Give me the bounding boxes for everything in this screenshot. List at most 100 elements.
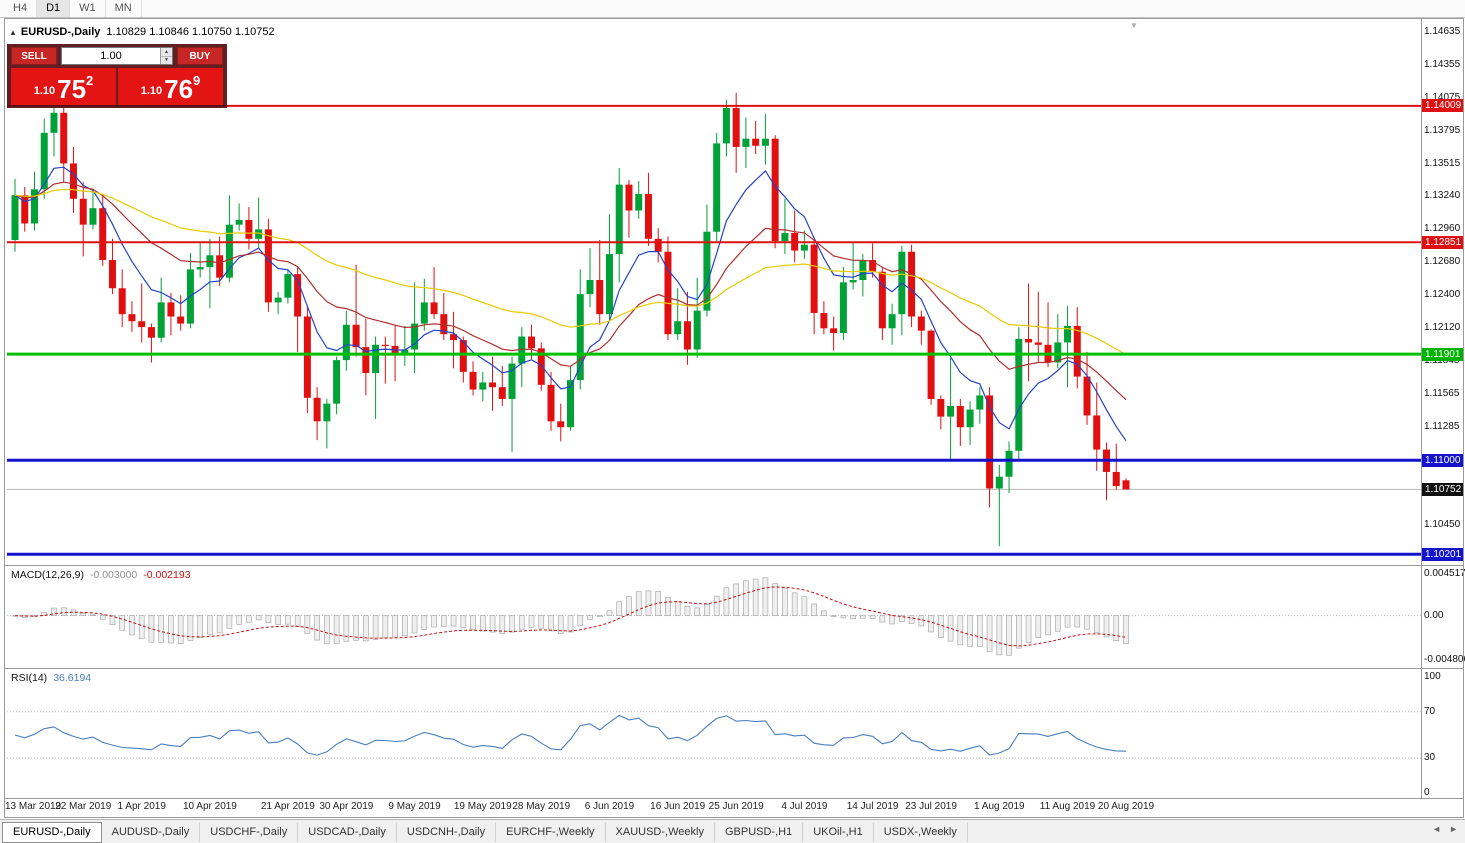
chart-tab-audusd-daily[interactable]: AUDUSD-,Daily <box>102 823 201 842</box>
volume-up-button[interactable]: ▲ <box>161 48 172 57</box>
macd-signal-value: -0.002193 <box>143 569 191 581</box>
price-tick-label: 1.10450 <box>1424 518 1461 530</box>
volume-down-button[interactable]: ▼ <box>161 56 172 64</box>
price-tick-label: 1.14355 <box>1424 59 1461 71</box>
chart-symbol-label: EURUSD-,Daily <box>20 26 101 38</box>
moving-average-8 <box>14 166 1127 442</box>
macd-signal-line <box>14 586 1127 647</box>
main-chart-canvas[interactable] <box>7 28 1421 565</box>
moving-average-50 <box>14 188 1127 356</box>
chart-tab-usdchf-daily[interactable]: USDCHF-,Daily <box>200 823 299 842</box>
one-click-trading-panel: SELL 1.00 ▲ ▼ BUY 1.10 75 2 1.10 76 9 <box>7 44 227 108</box>
buy-button[interactable]: BUY <box>177 47 223 65</box>
rsi-indicator-label: RSI(14) 36.6194 <box>11 672 91 684</box>
date-tick-label: 13 Mar 2019 <box>5 801 62 812</box>
buy-price-prefix: 1.10 <box>140 85 163 97</box>
tab-scroll-arrows: ◄ ► <box>1428 824 1462 834</box>
volume-spinner: ▲ ▼ <box>160 48 172 64</box>
date-tick-label: 4 Jul 2019 <box>781 801 828 812</box>
price-axis-separator <box>1421 19 1422 798</box>
macd-main-value: -0.003000 <box>89 569 138 581</box>
moving-average-21 <box>14 181 1127 401</box>
buy-price-big: 76 <box>164 74 194 104</box>
price-tick-label: 1.12400 <box>1424 289 1461 301</box>
candlestick-series <box>11 92 1130 547</box>
volume-value: 1.00 <box>100 50 122 62</box>
date-tick-label: 28 May 2019 <box>512 801 571 812</box>
price-level-badge: 1.11000 <box>1422 453 1464 467</box>
chart-tab-gbpusd-h1[interactable]: GBPUSD-,H1 <box>715 823 804 842</box>
price-tick-label: 1.14075 <box>1424 92 1461 104</box>
volume-input[interactable]: 1.00 ▲ ▼ <box>61 47 173 65</box>
macd-rsi-separator[interactable] <box>5 668 1463 669</box>
main-macd-separator[interactable] <box>5 565 1463 566</box>
date-tick-label: 11 Aug 2019 <box>1039 801 1096 812</box>
sell-price-pip: 2 <box>86 73 94 88</box>
rsi-tick-label: 0 <box>1424 787 1430 798</box>
price-level-badge: 1.10201 <box>1422 547 1464 561</box>
chart-tab-usdx-weekly[interactable]: USDX-,Weekly <box>874 823 968 842</box>
chart-tab-eurusd-daily[interactable]: EURUSD-,Daily <box>2 822 102 843</box>
chart-shift-marker-icon[interactable]: ▼ <box>1130 21 1138 30</box>
sell-price-big: 75 <box>57 74 87 104</box>
timeframe-button-h4[interactable]: H4 <box>4 0 38 17</box>
rsi-value: 36.6194 <box>53 672 92 684</box>
price-level-badge: 1.11901 <box>1422 347 1464 361</box>
price-tick-label: 1.12960 <box>1424 223 1461 235</box>
rsi-tick-label: 30 <box>1424 752 1436 764</box>
one-click-collapse-icon[interactable]: ▲ <box>9 28 17 37</box>
tab-scroll-left-icon[interactable]: ◄ <box>1432 824 1442 834</box>
date-tick-label: 22 Mar 2019 <box>55 801 112 812</box>
price-level-badge: 1.14009 <box>1422 99 1464 113</box>
sell-price-display[interactable]: 1.10 75 2 <box>11 68 116 105</box>
date-tick-label: 30 Apr 2019 <box>319 801 374 812</box>
buy-price-display[interactable]: 1.10 76 9 <box>118 68 223 105</box>
timeframe-button-d1[interactable]: D1 <box>37 0 71 17</box>
chart-tab-usdcnh-daily[interactable]: USDCNH-,Daily <box>397 823 497 842</box>
price-tick-label: 1.12680 <box>1424 256 1461 268</box>
price-tick-label: 1.14635 <box>1424 26 1461 38</box>
date-tick-label: 14 Jul 2019 <box>846 801 899 812</box>
timeframe-button-mn[interactable]: MN <box>106 0 142 17</box>
rsi-tick-label: 100 <box>1424 671 1441 682</box>
date-tick-label: 20 Aug 2019 <box>1097 801 1155 812</box>
date-tick-label: 6 Jun 2019 <box>584 801 635 812</box>
rsi-name: RSI(14) <box>11 672 48 684</box>
date-tick-label: 23 Jul 2019 <box>905 801 957 812</box>
chart-ohlc-values: 1.10829 1.10846 1.10750 1.10752 <box>106 26 275 38</box>
chart-tab-bar: EURUSD-,Daily AUDUSD-,Daily USDCHF-,Daily U… <box>0 819 1465 843</box>
price-level-badge: 1.12851 <box>1422 235 1464 249</box>
price-tick-label: 1.13240 <box>1424 190 1461 202</box>
chart-tab-usdcad-daily[interactable]: USDCAD-,Daily <box>298 823 397 842</box>
macd-tick-label: 0.004517 <box>1424 568 1465 579</box>
sell-price-prefix: 1.10 <box>33 85 56 97</box>
timeframe-toolbar: H4 D1 W1 MN <box>0 0 1465 18</box>
price-level-badge: 1.10752 <box>1422 482 1464 496</box>
date-tick-label: 25 Jun 2019 <box>708 801 764 812</box>
chart-title: ▲ EURUSD-,Daily 1.10829 1.10846 1.10750 1.… <box>9 26 275 38</box>
date-tick-label: 9 May 2019 <box>388 801 441 812</box>
rsi-panel-canvas <box>7 711 1421 759</box>
macd-name: MACD(12,26,9) <box>11 569 84 581</box>
date-tick-label: 16 Jun 2019 <box>650 801 706 812</box>
chart-tab-eurchf-weekly[interactable]: EURCHF-,Weekly <box>496 823 606 842</box>
date-tick-label: 1 Aug 2019 <box>973 801 1025 812</box>
date-tick-label: 21 Apr 2019 <box>260 801 315 812</box>
sell-button[interactable]: SELL <box>11 47 57 65</box>
date-tick-label: 10 Apr 2019 <box>182 801 237 812</box>
macd-indicator-label: MACD(12,26,9) -0.003000 -0.002193 <box>11 569 191 581</box>
chart-tab-ukoil-h1[interactable]: UKOil-,H1 <box>803 823 874 842</box>
chart-tab-xauusd-weekly[interactable]: XAUUSD-,Weekly <box>606 823 715 842</box>
macd-panel-canvas <box>7 577 1421 656</box>
rsi-line <box>14 714 1127 756</box>
price-tick-label: 1.13795 <box>1424 125 1461 137</box>
timeframe-button-w1[interactable]: W1 <box>70 0 106 17</box>
tab-scroll-right-icon[interactable]: ► <box>1449 824 1458 834</box>
rsi-tick-label: 70 <box>1424 705 1436 717</box>
macd-histogram <box>12 577 1129 656</box>
rsi-dateaxis-separator <box>5 798 1463 799</box>
price-tick-label: 1.13515 <box>1424 158 1461 170</box>
buy-price-pip: 9 <box>193 73 201 88</box>
macd-tick-label: -0.004806 <box>1424 654 1465 665</box>
